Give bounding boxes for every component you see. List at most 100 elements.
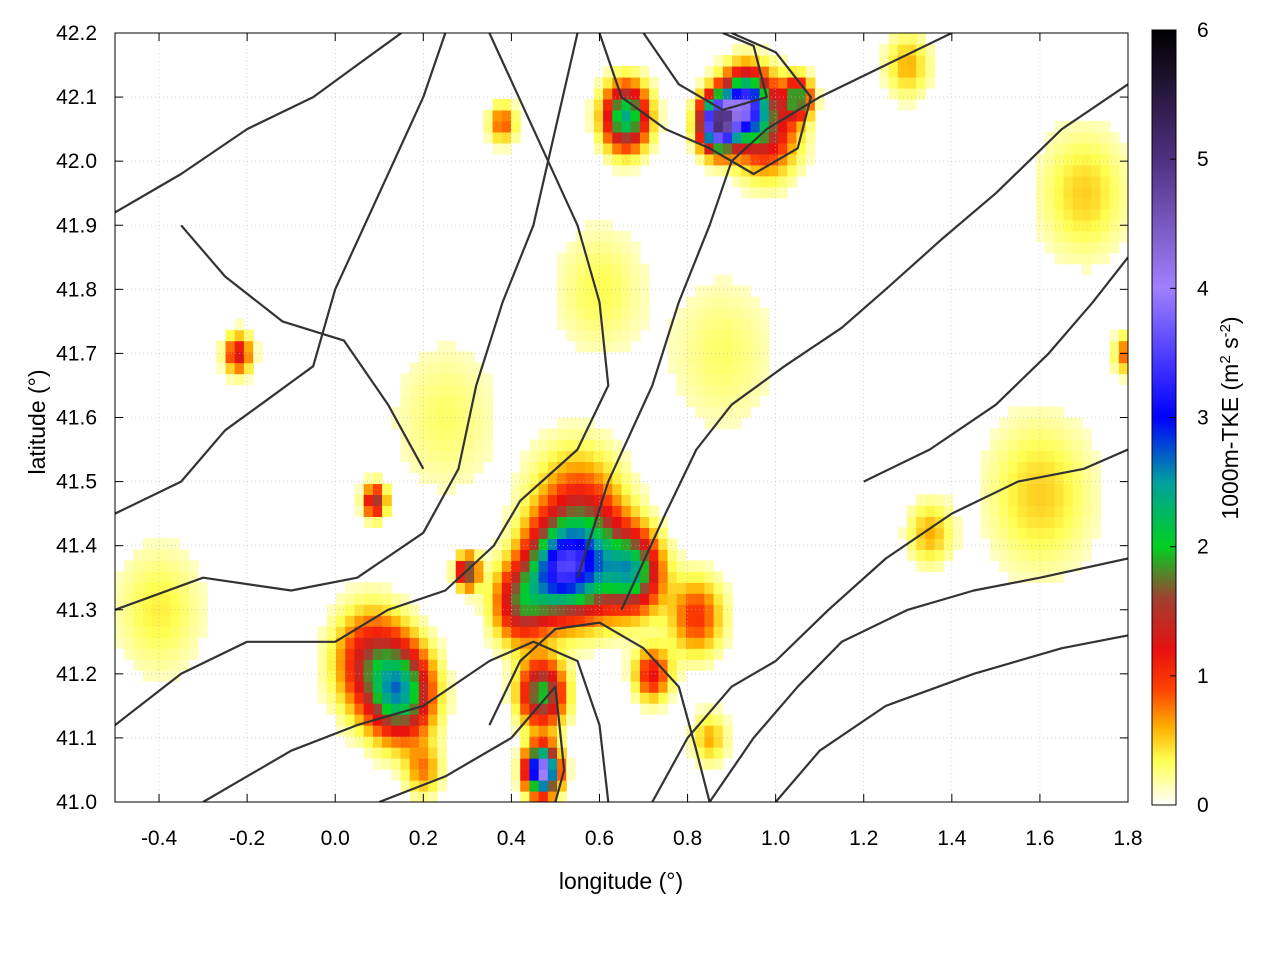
tke-cell	[1072, 472, 1083, 485]
tke-cell	[151, 549, 162, 561]
tke-cell	[354, 703, 365, 715]
tke-cell	[409, 736, 420, 748]
tke-cell	[372, 472, 383, 485]
tke-cell	[1054, 175, 1065, 188]
tke-cell	[557, 428, 567, 441]
tke-cell	[704, 131, 715, 144]
tke-cell	[732, 153, 742, 166]
tke-cell	[999, 560, 1009, 572]
tke-cell	[603, 241, 613, 254]
tke-cell	[713, 395, 724, 408]
tke-cell	[538, 615, 549, 627]
y-tick-label: 42.1	[56, 86, 97, 109]
tke-cell	[906, 98, 917, 111]
tke-cell	[133, 626, 144, 638]
tke-cell	[170, 659, 181, 671]
tke-cell	[142, 659, 153, 671]
terrain-contour-line	[115, 33, 610, 726]
tke-cell	[888, 43, 899, 56]
tke-cell	[676, 615, 687, 627]
tke-cell	[1081, 175, 1092, 188]
tke-cell	[704, 307, 715, 320]
tke-cell	[796, 76, 807, 89]
tke-cell	[391, 626, 402, 638]
tke-cell	[557, 659, 567, 671]
tke-cell	[1054, 230, 1065, 243]
tke-cell	[759, 76, 770, 89]
tke-cell	[557, 318, 567, 331]
tke-cell	[575, 615, 586, 627]
tke-cell	[409, 780, 420, 792]
tke-cell	[428, 395, 438, 408]
tke-cell	[713, 406, 724, 419]
tke-cell	[483, 439, 494, 452]
tke-cell	[612, 527, 623, 539]
tke-cell	[1072, 153, 1083, 166]
tke-cell	[778, 164, 788, 177]
tke-cell	[1008, 483, 1019, 495]
tke-cell	[1100, 120, 1111, 133]
tke-cell	[336, 692, 346, 704]
tke-cell	[639, 582, 650, 594]
tke-cell	[759, 87, 770, 100]
tke-cell	[630, 505, 641, 517]
tke-cell	[575, 450, 586, 463]
tke-cell	[418, 758, 429, 770]
tke-cell	[695, 395, 705, 408]
tke-cell	[999, 450, 1009, 463]
tke-cell	[741, 395, 752, 408]
tke-cell	[639, 626, 650, 638]
tke-cell	[897, 33, 908, 45]
tke-cell	[685, 582, 696, 594]
tke-cell	[796, 87, 807, 100]
tke-cell	[999, 505, 1009, 517]
tke-cell	[400, 626, 411, 638]
tke-cell	[722, 120, 733, 133]
tke-cell	[906, 527, 917, 539]
tke-cell	[510, 670, 521, 682]
tke-cell	[593, 340, 604, 353]
tke-cell	[593, 219, 604, 232]
tke-cell	[538, 637, 549, 649]
tke-cell	[685, 98, 696, 111]
tke-cell	[557, 714, 567, 726]
tke-cell	[593, 307, 604, 320]
tke-cell	[409, 461, 420, 474]
tke-cell	[1063, 483, 1074, 495]
tke-cell	[566, 648, 577, 660]
tke-cell	[409, 384, 420, 397]
tke-cell	[713, 747, 724, 759]
tke-cell	[1063, 153, 1074, 166]
tke-cell	[1063, 252, 1074, 265]
tke-cell	[575, 428, 586, 441]
tke-cell	[115, 571, 125, 583]
tke-cell	[428, 461, 438, 474]
tke-cell	[612, 142, 623, 155]
tke-cell	[400, 659, 411, 671]
tke-cell	[621, 604, 632, 616]
tke-cell	[437, 461, 448, 474]
tke-cell	[925, 516, 936, 528]
tke-cell	[409, 681, 420, 693]
tke-cell	[474, 384, 484, 397]
tke-cell	[897, 65, 908, 78]
tke-cell	[538, 626, 549, 638]
tke-cell	[418, 791, 429, 802]
tke-cell	[676, 659, 687, 671]
tke-cell	[520, 659, 531, 671]
tke-cell	[621, 648, 632, 660]
tke-cell	[1026, 428, 1037, 441]
tke-cell	[409, 428, 420, 441]
tke-cell	[741, 373, 752, 386]
tke-cell	[1081, 142, 1092, 155]
tke-cell	[603, 516, 613, 528]
tke-cell	[520, 637, 531, 649]
tke-cell	[243, 351, 254, 364]
tke-cell	[759, 54, 770, 67]
tke-cell	[345, 637, 356, 649]
tke-cell	[1045, 472, 1055, 485]
tke-cell	[934, 549, 945, 561]
tke-cell	[750, 362, 761, 375]
tke-cell	[980, 461, 991, 474]
tke-cell	[999, 472, 1009, 485]
